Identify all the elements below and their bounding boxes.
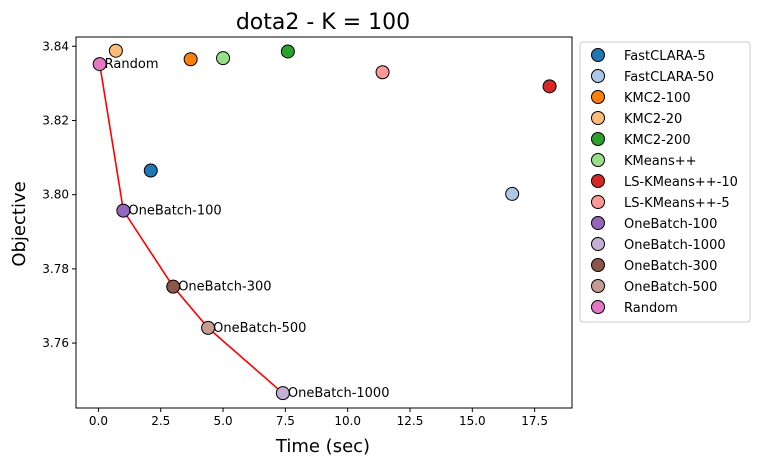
legend-label: FastCLARA-50: [624, 70, 714, 85]
data-point: [216, 51, 231, 66]
legend-label: LS-KMeans++-5: [624, 196, 730, 211]
data-label: OneBatch-300: [178, 280, 271, 295]
data-point: [505, 186, 520, 201]
legend-marker: [591, 195, 605, 209]
data-label: OneBatch-500: [213, 321, 306, 336]
y-tick-label: 3.82: [42, 113, 69, 127]
data-point: [116, 203, 131, 218]
legend-marker: [591, 90, 605, 104]
legend-label: OneBatch-300: [624, 259, 717, 274]
legend-marker: [591, 153, 605, 167]
x-tick-label: 5.0: [214, 414, 233, 428]
data-label: OneBatch-1000: [288, 386, 390, 401]
legend-label: KMC2-20: [624, 112, 682, 127]
data-point: [280, 44, 295, 59]
chart-title: dota2 - K = 100: [236, 10, 410, 35]
legend-marker: [591, 132, 605, 146]
plot-frame: [75, 36, 573, 409]
y-tick-label: 3.76: [42, 336, 69, 350]
x-tick-label: 17.5: [521, 414, 548, 428]
data-label: OneBatch-100: [128, 204, 221, 219]
legend-marker: [591, 111, 605, 125]
x-tick-label: 0.0: [89, 414, 108, 428]
legend-label: FastCLARA-5: [624, 49, 706, 64]
x-tick-label: 15.0: [459, 414, 486, 428]
x-axis-label: Time (sec): [275, 436, 370, 457]
y-tick-label: 3.78: [42, 262, 69, 276]
legend-label: KMC2-200: [624, 133, 691, 148]
y-tick-label: 3.84: [42, 39, 69, 53]
x-tick-label: 10.0: [334, 414, 361, 428]
data-point: [183, 52, 198, 67]
data-point: [92, 57, 107, 72]
legend-label: KMeans++: [624, 154, 697, 169]
x-tick-label: 7.5: [276, 414, 295, 428]
legend-frame: [579, 41, 751, 323]
x-tick-label: 2.5: [151, 414, 170, 428]
legend-label: OneBatch-500: [624, 280, 717, 295]
legend: FastCLARA-5 FastCLARA-50 KMC2-100 KMC2-20 KM…: [579, 41, 751, 323]
y-axis-label: Objective: [9, 181, 30, 266]
legend-label: LS-KMeans++-10: [624, 175, 738, 190]
x-tick-label: 12.5: [397, 414, 424, 428]
data-point: [108, 43, 123, 58]
legend-marker: [591, 174, 605, 188]
legend-marker: [591, 300, 605, 314]
data-point: [201, 320, 216, 335]
legend-label: OneBatch-100: [624, 217, 717, 232]
legend-marker: [591, 237, 605, 251]
legend-label: Random: [624, 301, 678, 316]
legend-label: KMC2-100: [624, 91, 691, 106]
trend-line: [98, 63, 284, 394]
data-point: [143, 163, 158, 178]
data-point: [375, 65, 390, 80]
y-tick-label: 3.80: [42, 188, 69, 202]
data-point: [275, 386, 290, 401]
data-point: [166, 279, 181, 294]
legend-marker: [591, 48, 605, 62]
legend-marker: [591, 258, 605, 272]
legend-marker: [591, 69, 605, 83]
data-point: [542, 79, 557, 94]
legend-marker: [591, 216, 605, 230]
legend-marker: [591, 279, 605, 293]
plot-area: 0.0 2.5 5.0 7.5 10.0 12.5 15.0 17.5 3.76 3.78 3.80…: [42, 36, 573, 428]
legend-label: OneBatch-1000: [624, 238, 726, 253]
data-label: Random: [105, 57, 159, 72]
